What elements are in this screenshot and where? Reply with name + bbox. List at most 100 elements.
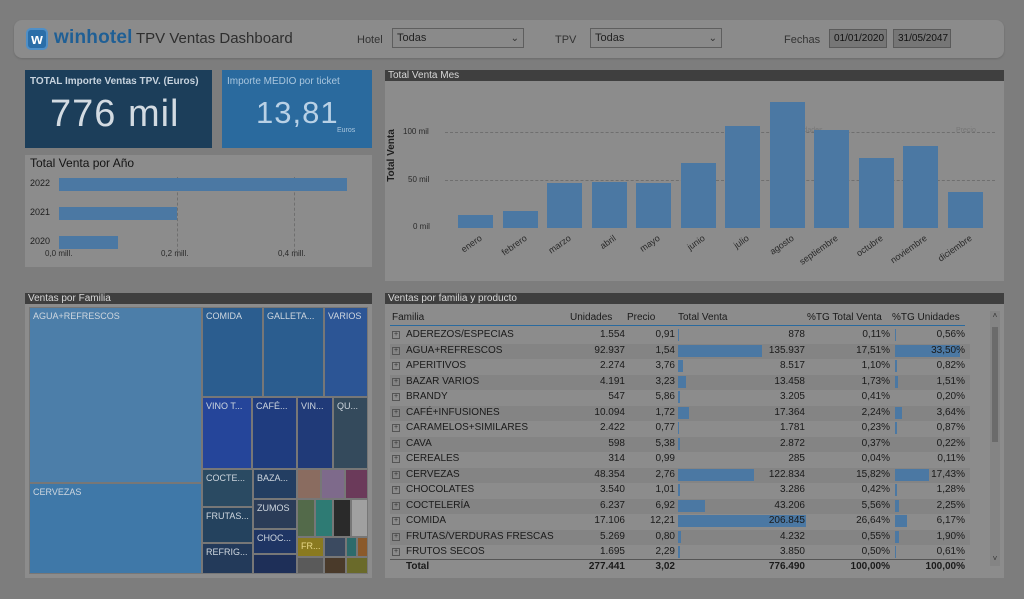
treemap-tile[interactable]: [297, 469, 321, 499]
x-tick-label: 0,0 mill.: [45, 249, 73, 258]
treemap-tile[interactable]: [333, 499, 351, 537]
scrollbar-thumb[interactable]: [992, 327, 998, 442]
cell-precio: 3,23: [655, 375, 675, 387]
treemap-tile[interactable]: [253, 554, 297, 574]
expand-icon[interactable]: +: [392, 532, 400, 541]
vertical-scrollbar[interactable]: ˄ ˅: [990, 311, 1000, 566]
expand-icon[interactable]: +: [392, 439, 400, 448]
treemap-tile[interactable]: [357, 537, 368, 557]
column-header-familia[interactable]: Familia: [392, 312, 425, 323]
cell-precio: 3,76: [655, 360, 675, 371]
treemap-tile[interactable]: ZUMOS: [253, 499, 297, 529]
expand-icon[interactable]: +: [392, 377, 400, 386]
treemap-tile[interactable]: [324, 537, 346, 557]
scroll-up-icon[interactable]: ˄: [992, 311, 998, 320]
month-bar[interactable]: [547, 183, 582, 228]
table-row[interactable]: + CAVA 598 5,38 2.872 0,37% 0,22%: [390, 436, 970, 452]
treemap-tile[interactable]: [297, 557, 324, 574]
table-row[interactable]: + CARAMELOS+SIMILARES 2.422 0,77 1.781 0,23% 0…: [390, 421, 970, 436]
table-row[interactable]: + BRANDY 547 5,86 3.205 0,41% 0,20%: [390, 390, 970, 405]
column-header-tg-total-venta[interactable]: %TG Total Venta: [807, 312, 882, 323]
month-bar[interactable]: [680, 163, 716, 228]
treemap-tile[interactable]: [351, 499, 368, 537]
expand-icon[interactable]: +: [392, 517, 400, 525]
treemap-tile[interactable]: QU...: [333, 397, 368, 469]
total-venta-databar: [678, 329, 679, 341]
table-row[interactable]: + APERITIVOS 2.274 3,76 8.517 1,10% 0,82%: [390, 359, 970, 374]
treemap-tile[interactable]: CERVEZAS: [29, 483, 202, 574]
year-bar[interactable]: [59, 178, 347, 191]
date-from-input[interactable]: 01/01/2020: [829, 29, 887, 48]
month-bar[interactable]: [858, 158, 894, 228]
table-row[interactable]: + BAZAR VARIOS 4.191 3,23 13.458 1,73% 1,51%: [390, 374, 970, 390]
table-row[interactable]: + CEREALES 314 0,99 285 0,04% 0,11%: [390, 452, 970, 467]
expand-icon[interactable]: +: [392, 455, 400, 463]
treemap-tile[interactable]: [345, 469, 368, 499]
treemap-tile[interactable]: FR...: [297, 537, 324, 557]
date-to-input[interactable]: 31/05/2047: [893, 29, 951, 48]
treemap-tile[interactable]: [346, 557, 368, 574]
column-header-tg-unidades[interactable]: %TG Unidades: [892, 312, 960, 323]
treemap-tile[interactable]: [346, 537, 357, 557]
cell-total-venta: 4.232: [779, 530, 805, 542]
column-header-unidades[interactable]: Unidades: [570, 312, 613, 323]
year-bar[interactable]: [59, 207, 177, 220]
treemap-tile[interactable]: AGUA+REFRESCOS: [29, 307, 202, 483]
expand-icon[interactable]: +: [392, 346, 400, 355]
total-venta-databar: [678, 406, 689, 419]
month-bar[interactable]: [725, 126, 760, 228]
table-row[interactable]: + CAFÉ+INFUSIONES 10.094 1,72 17.364 2,24% 3,6…: [390, 405, 970, 421]
treemap-tile[interactable]: [297, 499, 315, 537]
treemap-tile[interactable]: COCTE...: [202, 469, 253, 507]
treemap-tile[interactable]: [315, 499, 333, 537]
expand-icon[interactable]: +: [392, 470, 400, 479]
total-label: Total: [406, 561, 430, 572]
expand-icon[interactable]: +: [392, 486, 400, 494]
treemap-tile[interactable]: REFRIG...: [202, 543, 253, 574]
month-bar[interactable]: [636, 183, 671, 228]
table-row[interactable]: + CHOCOLATES 3.540 1,01 3.286 0,42% 1,28%: [390, 483, 970, 498]
month-bar[interactable]: [947, 192, 983, 228]
treemap-tile[interactable]: [324, 557, 346, 574]
table-row[interactable]: + COMIDA 17.106 12,21 206.845 26,64% 6,17%: [390, 514, 970, 529]
hotel-filter-select[interactable]: Todas ⌄: [392, 28, 524, 48]
table-row[interactable]: + AGUA+REFRESCOS 92.937 1,54 135.937 17,51% 33…: [390, 343, 970, 359]
expand-icon[interactable]: +: [392, 501, 400, 510]
y-category-label: 2020: [30, 236, 51, 246]
treemap-tile[interactable]: VARIOS: [324, 307, 368, 397]
year-bar[interactable]: [59, 236, 118, 249]
expand-icon[interactable]: +: [392, 362, 400, 370]
table-row[interactable]: + FRUTOS SECOS 1.695 2,29 3.850 0,50% 0,61%: [390, 545, 970, 560]
month-bar[interactable]: [458, 215, 493, 228]
cell-unidades: 598: [608, 437, 625, 449]
month-bar[interactable]: [903, 146, 938, 228]
total-venta-databar: [678, 499, 705, 512]
treemap-tile[interactable]: CHOC...: [253, 529, 297, 554]
tpv-filter-select[interactable]: Todas ⌄: [590, 28, 722, 48]
column-header-total-venta[interactable]: Total Venta: [678, 312, 728, 323]
month-bar[interactable]: [591, 182, 627, 228]
treemap-tile[interactable]: GALLETA...: [263, 307, 324, 397]
column-header-precio[interactable]: Precio: [627, 312, 656, 323]
treemap-tile[interactable]: FRUTAS...: [202, 507, 253, 543]
treemap-tile[interactable]: VIN...: [297, 397, 333, 469]
month-bar[interactable]: [769, 102, 805, 228]
month-bar[interactable]: [814, 130, 849, 228]
scroll-down-icon[interactable]: ˅: [992, 554, 998, 563]
expand-icon[interactable]: +: [392, 393, 400, 401]
table-row[interactable]: + CERVEZAS 48.354 2,76 122.834 15,82% 17,43%: [390, 467, 970, 483]
table-row[interactable]: + ADEREZOS/ESPECIAS 1.554 0,91 878 0,11% 0,56%: [390, 328, 970, 343]
treemap-tile[interactable]: COMIDA: [202, 307, 263, 397]
treemap-tile[interactable]: VINO T...: [202, 397, 252, 469]
treemap-tile[interactable]: CAFÉ...: [252, 397, 297, 469]
y-tick-label: 0 mil: [413, 222, 430, 231]
month-bar[interactable]: [502, 211, 538, 228]
table-row[interactable]: + COCTELERÍA 6.237 6,92 43.206 5,56% 2,25%: [390, 498, 970, 514]
treemap-tile[interactable]: [321, 469, 345, 499]
expand-icon[interactable]: +: [392, 548, 400, 556]
expand-icon[interactable]: +: [392, 424, 400, 432]
expand-icon[interactable]: +: [392, 408, 400, 417]
treemap-tile[interactable]: BAZA...: [253, 469, 297, 499]
table-row[interactable]: + FRUTAS/VERDURAS FRESCAS 5.269 0,80 4.232 0,…: [390, 529, 970, 545]
expand-icon[interactable]: +: [392, 331, 400, 339]
